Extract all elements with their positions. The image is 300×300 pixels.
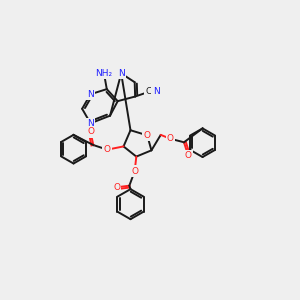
Text: O: O (104, 145, 111, 154)
Text: O: O (87, 128, 94, 136)
Text: O: O (167, 134, 174, 143)
Text: O: O (185, 151, 192, 160)
Text: N: N (87, 119, 94, 128)
Text: C: C (146, 87, 152, 96)
Text: O: O (113, 183, 120, 192)
Text: O: O (131, 167, 138, 176)
Text: NH₂: NH₂ (95, 69, 112, 78)
Text: N: N (118, 69, 124, 78)
Text: N: N (87, 90, 94, 99)
Text: O: O (144, 131, 151, 140)
Text: N: N (153, 87, 160, 96)
